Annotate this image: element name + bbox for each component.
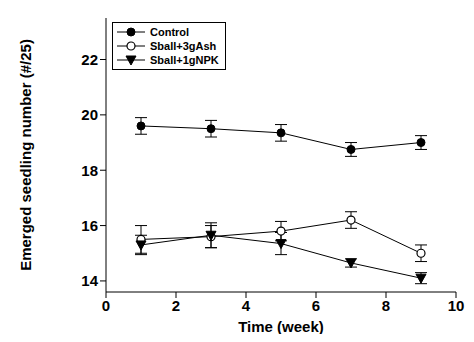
svg-text:6: 6 [312, 297, 320, 314]
svg-text:16: 16 [81, 217, 98, 234]
svg-text:20: 20 [81, 106, 98, 123]
svg-text:22: 22 [81, 51, 98, 68]
svg-text:14: 14 [81, 272, 98, 289]
svg-text:0: 0 [102, 297, 110, 314]
svg-text:4: 4 [242, 297, 251, 314]
html-text:Control: Control [150, 26, 190, 38]
html-text:Sball+3gAsh: Sball+3gAsh [150, 40, 217, 52]
svg-text:Emerged seedling number (#/25): Emerged seedling number (#/25) [17, 39, 34, 271]
svg-text:10: 10 [448, 297, 465, 314]
svg-text:2: 2 [172, 297, 180, 314]
html-text:Sball+1gNPK: Sball+1gNPK [150, 54, 219, 66]
svg-text:8: 8 [382, 297, 390, 314]
svg-text:18: 18 [81, 162, 98, 179]
svg-text:Time (week): Time (week) [238, 318, 324, 334]
